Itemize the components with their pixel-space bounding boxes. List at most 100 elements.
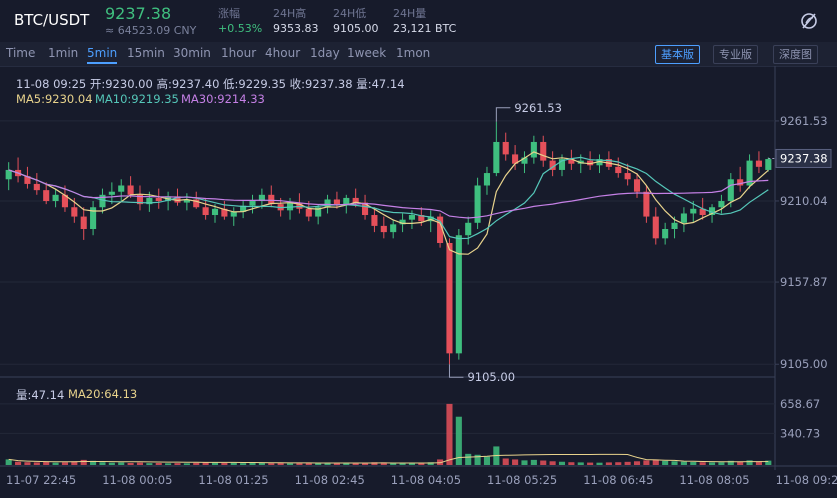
interval-15min[interactable]: 15min bbox=[127, 46, 165, 60]
volume-bar bbox=[296, 463, 303, 465]
candle-body bbox=[183, 199, 190, 203]
interval-1week[interactable]: 1week bbox=[347, 46, 387, 60]
candle-body bbox=[71, 207, 78, 217]
stat-high-value: 9353.83 bbox=[273, 22, 319, 35]
candle-body bbox=[737, 179, 744, 186]
time-tick-label: 11-08 09:2 bbox=[776, 473, 837, 487]
volume-bar bbox=[268, 463, 275, 465]
volume-bar bbox=[549, 461, 556, 465]
trading-pair[interactable]: BTC/USDT bbox=[14, 11, 90, 29]
price-tick-label: 9105.00 bbox=[780, 357, 828, 371]
volume-bar bbox=[699, 462, 706, 465]
volume-bar bbox=[530, 459, 537, 465]
candle-body bbox=[240, 205, 247, 212]
volume-bar bbox=[633, 461, 641, 465]
candle-body bbox=[483, 173, 491, 186]
volume-bar bbox=[708, 462, 716, 465]
ohlc-readout: 11-08 09:25 开:9230.00 高:9237.40 低:9229.3… bbox=[16, 77, 405, 91]
volume-bar bbox=[24, 462, 31, 465]
candle-body bbox=[746, 160, 753, 186]
candle-body bbox=[362, 202, 369, 216]
ma5-readout: MA5:9230.04 bbox=[16, 92, 93, 106]
current-price-tag bbox=[775, 148, 832, 168]
view-pro-button[interactable]: 专业版 bbox=[713, 45, 758, 64]
view-depth-button[interactable]: 深度图 bbox=[773, 45, 818, 64]
volume-ma20-line bbox=[8, 453, 769, 464]
volume-bar bbox=[671, 461, 678, 465]
view-basic-button[interactable]: 基本版 bbox=[655, 45, 700, 64]
volume-bar bbox=[380, 462, 387, 465]
candle-body bbox=[437, 216, 444, 243]
volume-bar bbox=[258, 462, 265, 465]
candle-body bbox=[540, 141, 547, 161]
volume-bar bbox=[615, 462, 622, 465]
candle-body bbox=[155, 197, 162, 202]
stat-low: 24H低 9105.00 bbox=[333, 5, 379, 35]
candle-body bbox=[512, 154, 519, 164]
candle-body bbox=[718, 201, 725, 208]
interval-1hour[interactable]: 1hour bbox=[221, 46, 257, 60]
volume-tick-label: 658.67 bbox=[780, 397, 820, 411]
exchange-logo-icon bbox=[801, 13, 817, 29]
volume-bar bbox=[61, 462, 69, 465]
stat-change-value: +0.53% bbox=[218, 22, 263, 35]
stat-high: 24H高 9353.83 bbox=[273, 5, 319, 35]
volume-bar bbox=[155, 462, 162, 465]
volume-bar bbox=[277, 462, 284, 465]
interval-time[interactable]: Time bbox=[6, 46, 36, 60]
time-tick-label: 11-08 04:05 bbox=[391, 473, 461, 487]
volume-bar bbox=[165, 463, 172, 465]
candle-body bbox=[174, 196, 181, 203]
low-marker-leader bbox=[448, 364, 464, 378]
interval-1mon[interactable]: 1mon bbox=[396, 46, 431, 60]
volume-bar bbox=[662, 460, 669, 465]
candle-body bbox=[118, 185, 125, 192]
candle-body bbox=[549, 160, 556, 170]
candle-body bbox=[352, 197, 359, 203]
interval-1day[interactable]: 1day bbox=[310, 46, 340, 60]
candle-body bbox=[43, 190, 50, 202]
volume-bar bbox=[193, 462, 200, 465]
volume-bar bbox=[80, 459, 87, 465]
volume-bar bbox=[718, 462, 725, 465]
volume-bar bbox=[427, 462, 434, 465]
cny-price: ≈ 64523.09 CNY bbox=[105, 24, 197, 37]
candle-body bbox=[371, 215, 378, 226]
low-marker-label: 9105.00 bbox=[467, 370, 515, 384]
price-tick-label: 9261.53 bbox=[780, 114, 828, 128]
candle-body bbox=[315, 207, 322, 217]
volume-bar bbox=[90, 460, 97, 465]
volume-bar bbox=[305, 462, 312, 465]
stat-low-label: 24H低 bbox=[333, 7, 367, 20]
candle-body bbox=[268, 194, 275, 205]
high-marker-label: 9261.53 bbox=[514, 101, 562, 115]
volume-bar bbox=[652, 459, 659, 465]
interval-5min[interactable]: 5min bbox=[87, 46, 118, 64]
volume-bar bbox=[765, 460, 772, 465]
candle-body bbox=[202, 207, 209, 216]
interval-1min[interactable]: 1min bbox=[48, 46, 79, 60]
candle-body bbox=[343, 197, 350, 205]
time-tick-label: 11-07 22:45 bbox=[6, 473, 76, 487]
ma20-volume-readout: MA20:64.13 bbox=[68, 387, 138, 401]
stat-volume-value: 23,121 BTC bbox=[393, 22, 457, 35]
candle-body bbox=[5, 169, 12, 180]
volume-bar bbox=[118, 462, 125, 465]
volume-bar bbox=[52, 462, 59, 465]
interval-4hour[interactable]: 4hour bbox=[265, 46, 301, 60]
volume-bar bbox=[418, 462, 425, 465]
volume-bar bbox=[465, 453, 472, 465]
volume-bar bbox=[437, 459, 444, 465]
interval-30min[interactable]: 30min bbox=[173, 46, 211, 60]
candle-body bbox=[418, 215, 425, 222]
candle-body bbox=[662, 229, 669, 239]
candle-body bbox=[211, 208, 219, 216]
ma10-line bbox=[8, 156, 769, 240]
candle-body bbox=[455, 235, 462, 354]
volume-bar bbox=[286, 463, 294, 465]
ma30-line bbox=[8, 169, 769, 219]
volume-bar bbox=[108, 462, 115, 465]
stat-volume-label: 24H量 bbox=[393, 7, 427, 20]
candle-body bbox=[193, 199, 200, 208]
